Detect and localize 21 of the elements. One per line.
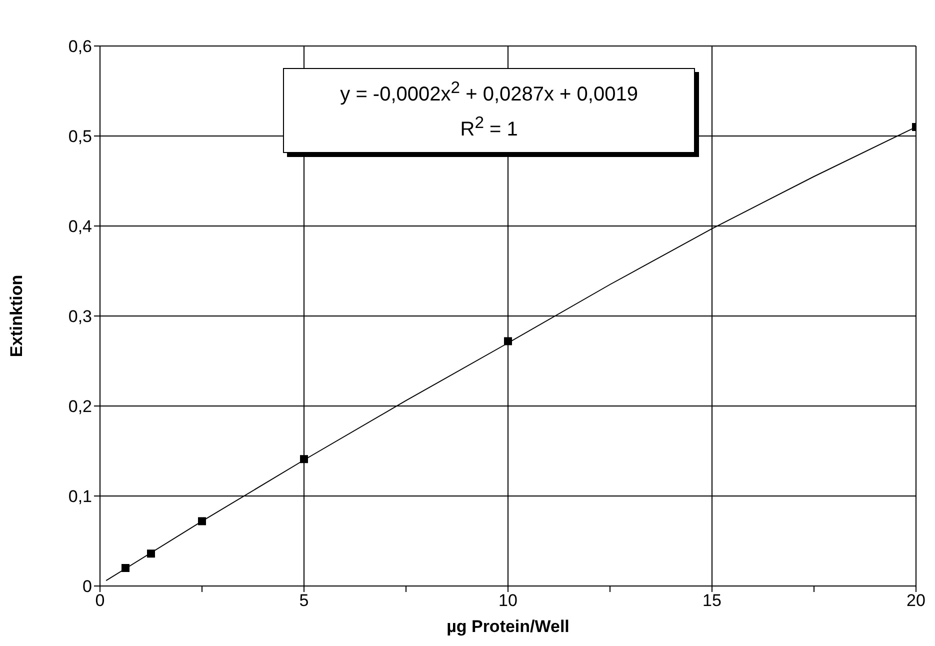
y-tick-label: 0,4 (68, 217, 92, 236)
x-tick-label: 0 (95, 591, 105, 610)
y-tick-label: 0,5 (68, 127, 92, 146)
x-tick-label: 15 (702, 591, 722, 610)
x-tick-label: 20 (906, 591, 926, 610)
point (198, 517, 206, 526)
annotation: y = -0,0002x$^{2}$ + 0,0287x + 0,0019 (339, 76, 639, 108)
point (147, 550, 155, 558)
point (300, 455, 308, 464)
y-tick-label: 0,6 (68, 37, 92, 56)
y-tick-label: 0,3 (68, 307, 92, 326)
annotation: R$^{2}$ = 1 (459, 112, 519, 143)
x-tick-label: 10 (498, 591, 518, 610)
y-axis-title: Extinktion (7, 274, 26, 358)
y-tick-label: 0,2 (68, 397, 92, 416)
x-axis-title: µg Protein/Well (446, 617, 570, 636)
x-tick-label: 5 (299, 591, 309, 610)
y-tick-label: 0 (82, 577, 92, 596)
point (504, 337, 512, 346)
y-tick-label: 0,1 (68, 487, 92, 506)
point (122, 564, 130, 572)
